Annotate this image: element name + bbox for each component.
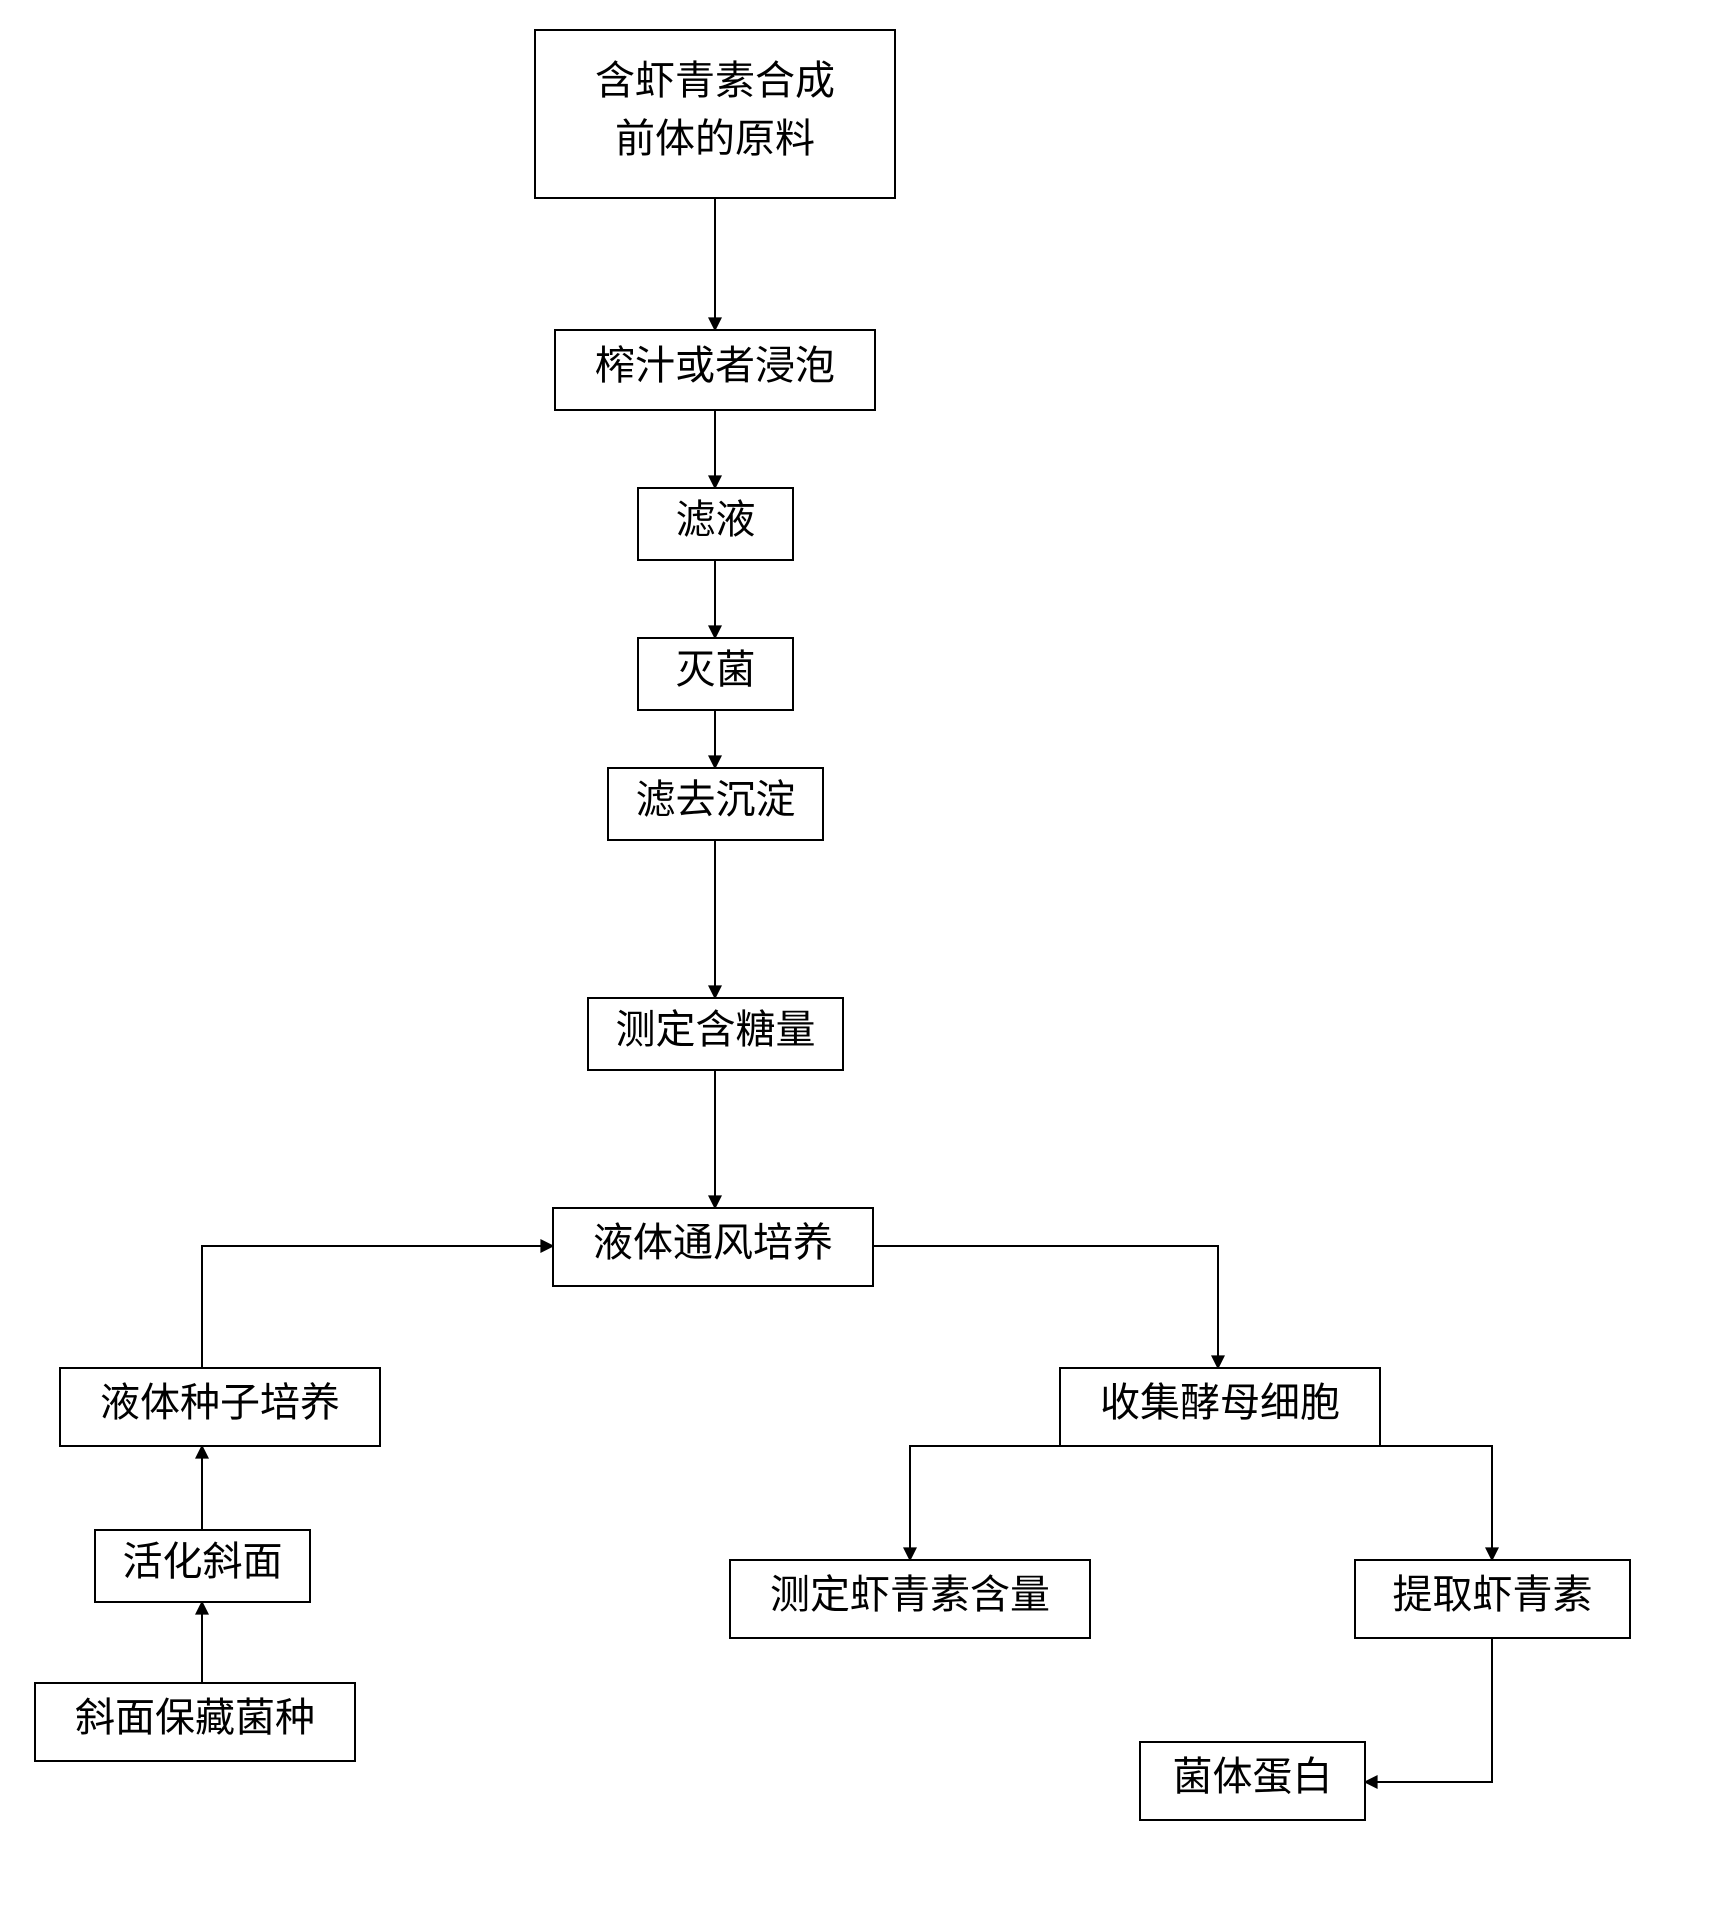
flowchart-node: 测定虾青素含量 [730,1560,1090,1638]
node-label: 滤液 [676,497,756,542]
flowchart-node: 收集酵母细胞 [1060,1368,1380,1446]
node-label: 菌体蛋白 [1173,1754,1333,1799]
flowchart-node: 含虾青素合成前体的原料 [535,30,895,198]
node-label: 灭菌 [676,647,756,692]
flowchart-node: 滤液 [638,488,793,560]
flowchart-edge [910,1446,1108,1560]
flowchart-edge [1330,1446,1492,1560]
flowchart-node: 榨汁或者浸泡 [555,330,875,410]
flowchart-node: 液体通风培养 [553,1208,873,1286]
node-label: 收集酵母细胞 [1100,1380,1340,1425]
node-label: 滤去沉淀 [636,777,796,822]
flowchart-edge [202,1246,553,1368]
flowchart-node: 斜面保藏菌种 [35,1683,355,1761]
node-label: 榨汁或者浸泡 [595,343,835,388]
node-label: 测定含糖量 [616,1007,816,1052]
node-label: 活化斜面 [123,1539,283,1584]
node-label: 前体的原料 [615,116,815,161]
flowchart-node: 灭菌 [638,638,793,710]
flowchart-edge [873,1246,1218,1368]
node-label: 测定虾青素含量 [770,1572,1050,1617]
flowchart-node: 活化斜面 [95,1530,310,1602]
flowchart-node: 测定含糖量 [588,998,843,1070]
flowchart-node: 菌体蛋白 [1140,1742,1365,1820]
flowchart-edge [1365,1638,1492,1782]
flowchart-node: 提取虾青素 [1355,1560,1630,1638]
node-label: 含虾青素合成 [595,58,835,103]
node-label: 提取虾青素 [1393,1572,1593,1617]
node-label: 液体通风培养 [593,1220,833,1265]
flowchart-node: 滤去沉淀 [608,768,823,840]
node-label: 斜面保藏菌种 [75,1695,315,1740]
node-label: 液体种子培养 [100,1380,340,1425]
flowchart-node: 液体种子培养 [60,1368,380,1446]
